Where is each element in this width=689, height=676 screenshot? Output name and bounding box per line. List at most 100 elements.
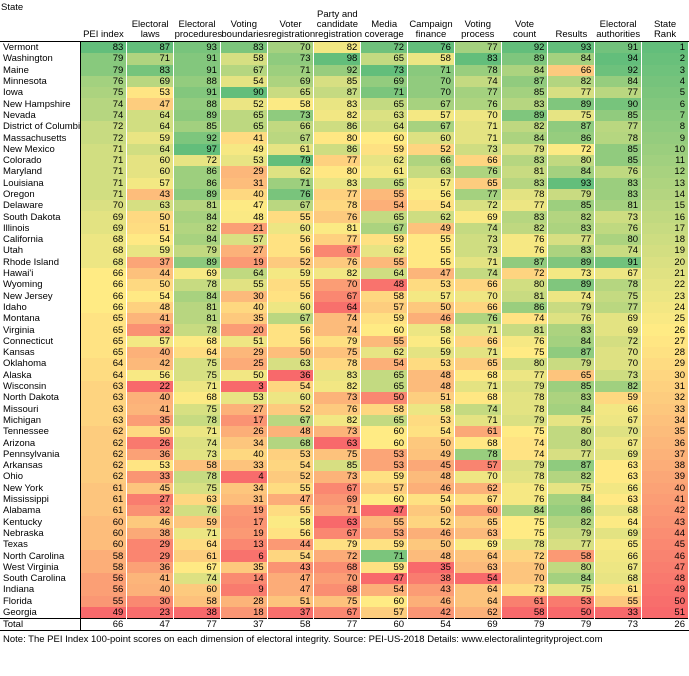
table-row: Vermont 83 87 93 83 70 82 72 76 77 92 93 91 1 <box>0 41 689 54</box>
table-row: Maryland 71 60 86 29 62 80 61 63 76 81 84 76 12 <box>0 166 689 178</box>
state-cell: Missouri <box>0 403 81 415</box>
table-row: Virginia 65 32 78 20 56 74 60 58 71 81 83 69 26 <box>0 324 689 336</box>
score-cell: 41 <box>126 313 175 325</box>
score-cell: 88 <box>173 75 221 88</box>
score-cell: 73 <box>594 211 643 223</box>
score-cell: 84 <box>547 572 596 585</box>
score-cell: 33 <box>594 606 643 619</box>
score-cell: 72 <box>80 121 128 133</box>
score-cell: 84 <box>594 75 643 88</box>
score-cell: 80 <box>313 166 362 178</box>
score-cell: 26 <box>641 618 689 631</box>
score-cell: 64 <box>454 584 502 596</box>
score-cell: 75 <box>594 290 643 302</box>
state-cell: Arkansas <box>0 459 81 472</box>
score-cell: 45 <box>407 459 455 472</box>
state-cell: Nebraska <box>0 527 81 540</box>
score-cell: 65 <box>220 121 268 133</box>
score-cell: 50 <box>220 369 268 381</box>
table-row: Missouri 63 41 75 27 52 76 58 58 74 78 84 66 33 <box>0 403 689 415</box>
state-cell: California <box>0 234 81 246</box>
score-cell: 27 <box>126 493 175 506</box>
score-cell: 67 <box>454 493 502 506</box>
score-cell: 66 <box>80 279 128 291</box>
score-cell: 84 <box>547 493 596 506</box>
score-cell: 71 <box>454 347 502 359</box>
score-cell: 74 <box>547 290 596 302</box>
score-cell: 59 <box>360 471 409 483</box>
score-cell: 68 <box>313 561 362 573</box>
state-cell: South Carolina <box>0 572 81 585</box>
score-cell: 50 <box>547 606 596 619</box>
score-cell: 55 <box>360 188 409 201</box>
state-cell: New Jersey <box>0 290 81 302</box>
score-cell: 53 <box>126 459 175 472</box>
score-cell: 43 <box>267 561 315 573</box>
score-cell: 4 <box>220 471 268 483</box>
score-cell: 75 <box>313 595 362 607</box>
state-cell: Louisiana <box>0 177 81 189</box>
column-header: Vote count <box>501 0 548 42</box>
score-cell: 83 <box>547 222 596 235</box>
score-cell: 67 <box>313 290 362 302</box>
score-cell: 67 <box>594 561 643 573</box>
score-cell: 41 <box>126 572 175 585</box>
score-cell: 83 <box>501 211 549 223</box>
score-cell: 72 <box>594 335 643 348</box>
score-cell: 76 <box>313 403 362 415</box>
score-cell: 6 <box>220 550 268 562</box>
score-cell: 69 <box>454 539 502 551</box>
score-cell: 77 <box>547 87 596 99</box>
score-cell: 65 <box>454 358 502 370</box>
score-cell: 64 <box>173 539 221 551</box>
score-cell: 58 <box>220 53 268 65</box>
score-cell: 71 <box>126 53 175 65</box>
score-cell: 54 <box>267 380 315 393</box>
score-cell: 54 <box>126 234 175 246</box>
score-cell: 86 <box>501 301 549 314</box>
score-cell: 37 <box>641 448 689 460</box>
score-cell: 78 <box>313 358 362 370</box>
table-row: Pennsylvania 62 36 73 40 53 75 53 49 78 74 77 69 37 <box>0 448 689 460</box>
score-cell: 77 <box>313 618 362 631</box>
score-cell: 68 <box>173 392 221 404</box>
score-cell: 55 <box>360 335 409 348</box>
score-cell: 52 <box>220 98 268 110</box>
score-cell: 68 <box>594 572 643 585</box>
score-cell: 37 <box>267 606 315 619</box>
state-cell: Wisconsin <box>0 380 81 393</box>
score-cell: 79 <box>547 301 596 314</box>
total-row: Total 66 47 77 37 58 77 60 54 69 79 79 73 26 <box>0 618 689 631</box>
score-cell: 23 <box>641 290 689 302</box>
header-row: State PEI index Electoral laws Electoral pr… <box>0 0 689 42</box>
score-cell: 31 <box>220 177 268 189</box>
score-cell: 61 <box>594 584 643 596</box>
score-cell: 60 <box>360 426 409 438</box>
score-cell: 69 <box>594 324 643 336</box>
score-cell: 58 <box>80 550 128 562</box>
score-cell: 62 <box>80 426 128 438</box>
score-cell: 57 <box>220 234 268 246</box>
score-cell: 55 <box>267 211 315 223</box>
score-cell: 65 <box>360 414 409 427</box>
score-cell: 28 <box>641 347 689 359</box>
score-cell: 1 <box>641 41 689 54</box>
state-cell: Tennessee <box>0 426 81 438</box>
score-cell: 63 <box>80 380 128 393</box>
score-cell: 65 <box>360 53 409 65</box>
score-cell: 57 <box>360 606 409 619</box>
score-cell: 55 <box>267 505 315 517</box>
score-cell: 84 <box>547 166 596 178</box>
score-cell: 48 <box>641 572 689 585</box>
score-cell: 70 <box>594 426 643 438</box>
score-cell: 29 <box>126 539 175 551</box>
score-cell: 60 <box>80 516 128 528</box>
score-cell: 66 <box>454 301 502 314</box>
state-cell: Pennsylvania <box>0 448 81 460</box>
score-cell: 47 <box>267 584 315 596</box>
score-cell: 58 <box>407 403 455 415</box>
score-cell: 77 <box>454 41 502 54</box>
score-cell: 51 <box>407 392 455 404</box>
score-cell: 84 <box>173 211 221 223</box>
score-cell: 63 <box>360 109 409 122</box>
